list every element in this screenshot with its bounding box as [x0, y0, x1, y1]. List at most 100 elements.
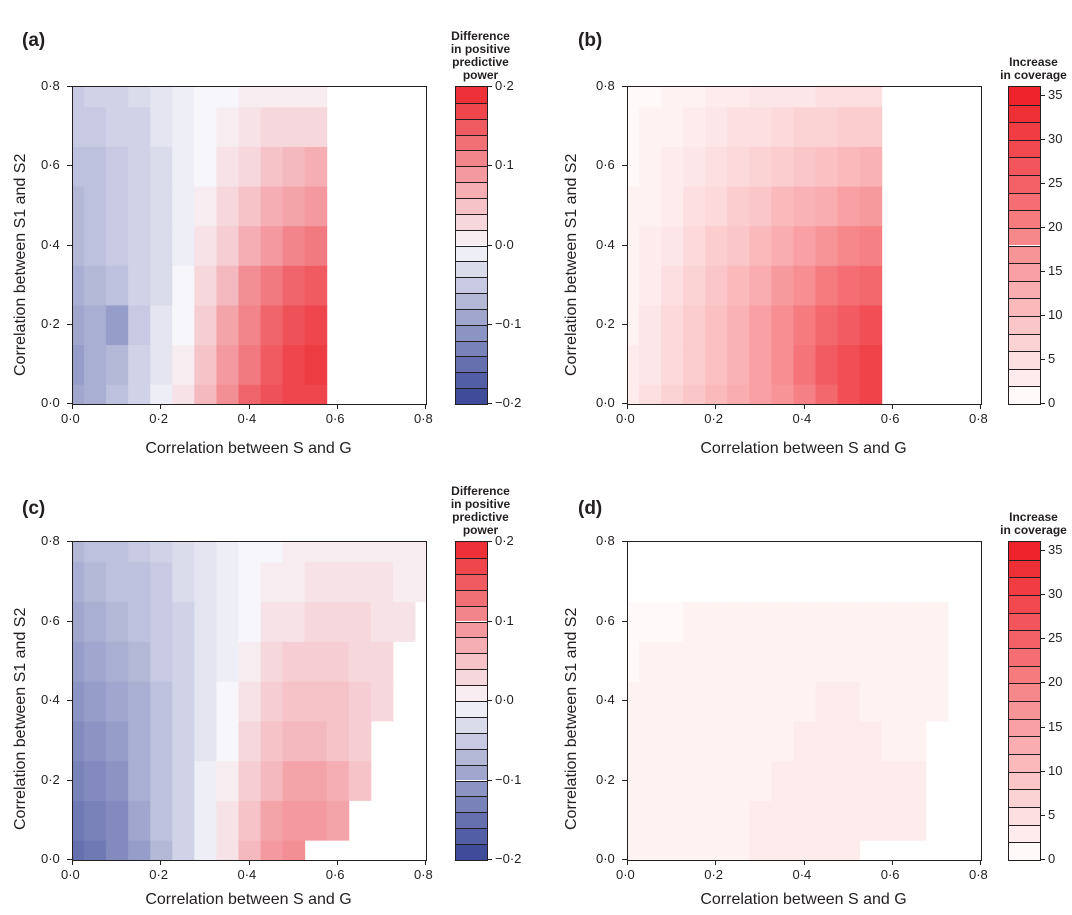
heatmap-cell — [172, 542, 195, 563]
heatmap-cell — [881, 800, 905, 841]
colorbar-title-line: Difference — [451, 29, 510, 43]
heatmap-cell — [903, 681, 927, 722]
heatmap-cell — [282, 106, 306, 147]
colorbar-tick-mark — [487, 244, 492, 246]
heatmap-cell — [128, 87, 151, 108]
heatmap-cell — [150, 304, 173, 346]
heatmap-cell — [749, 542, 772, 563]
heatmap-cell — [128, 561, 151, 603]
heatmap-cell — [683, 561, 706, 603]
heatmap-cell — [771, 641, 794, 682]
heatmap-cell — [683, 800, 706, 841]
heatmap-cell — [793, 641, 817, 682]
heatmap-cell — [639, 542, 662, 563]
plot-area — [627, 541, 982, 861]
heatmap-cell — [639, 561, 662, 603]
y-tick-label: 0·4 — [596, 692, 615, 707]
heatmap-cell — [238, 265, 262, 306]
heatmap-cell — [172, 681, 195, 722]
heatmap-cell — [837, 186, 861, 227]
heatmap-svg — [73, 87, 328, 404]
heatmap-cell — [793, 601, 817, 642]
x-tick-mark — [425, 860, 426, 865]
heatmap-cell — [150, 265, 173, 306]
colorbar-segment — [1009, 351, 1040, 369]
heatmap-cell — [815, 384, 839, 404]
heatmap-cell — [815, 641, 839, 682]
colorbar-segment — [1009, 210, 1040, 228]
y-tick-label: 0·8 — [41, 78, 60, 93]
heatmap-cell — [628, 720, 640, 762]
heatmap-cell — [661, 265, 684, 306]
heatmap-cell — [150, 384, 173, 404]
colorbar-segment — [1009, 754, 1040, 772]
colorbar-tick-label: 0·0 — [495, 692, 514, 707]
heatmap-cell — [727, 106, 750, 147]
colorbar-segment — [1009, 245, 1040, 264]
colorbar-segment — [1009, 157, 1040, 176]
heatmap-cell — [683, 384, 706, 404]
heatmap-cell — [705, 186, 728, 227]
heatmap-cell — [260, 542, 284, 563]
colorbar-tick-label: 35 — [1048, 541, 1063, 557]
colorbar-segment — [456, 372, 487, 389]
heatmap-cell — [628, 800, 640, 841]
heatmap-cell — [106, 87, 129, 108]
heatmap-cell — [628, 87, 640, 108]
heatmap-cell — [859, 681, 883, 722]
heatmap-cell — [628, 304, 640, 346]
heatmap-cell — [172, 720, 195, 762]
heatmap-cell — [837, 344, 861, 385]
heatmap-cell — [84, 601, 107, 642]
heatmap-cell — [194, 542, 217, 563]
heatmap-cell — [661, 344, 684, 385]
heatmap-cell — [749, 225, 772, 266]
colorbar-box — [1008, 86, 1041, 405]
heatmap-cell — [815, 265, 839, 306]
heatmap-cell — [84, 720, 107, 762]
y-tick-label: 0·6 — [41, 612, 60, 628]
x-tick-mark — [627, 404, 628, 409]
heatmap-cell — [837, 641, 861, 682]
colorbar-segment — [456, 308, 487, 325]
heatmap-cell — [73, 304, 85, 346]
colorbar-segment — [1009, 630, 1040, 648]
heatmap-cell — [84, 681, 107, 722]
colorbar-tick-label: 30 — [1048, 586, 1063, 601]
heatmap-cell — [727, 304, 750, 346]
colorbar-segment — [1009, 683, 1040, 701]
heatmap-cell — [128, 800, 151, 841]
heatmap-cell — [238, 186, 262, 227]
heatmap-cell — [683, 681, 706, 722]
y-tick-mark — [67, 403, 72, 404]
heatmap-cell — [304, 225, 328, 266]
heatmap-cell — [73, 186, 85, 227]
plot-area — [72, 86, 427, 405]
heatmap-cell — [639, 225, 662, 266]
heatmap-cell — [326, 641, 350, 682]
heatmap-cell — [683, 87, 706, 108]
y-tick-mark — [67, 620, 72, 622]
heatmap-cell — [793, 106, 817, 147]
colorbar-tick-mark — [1040, 270, 1045, 272]
y-tick-mark — [67, 244, 72, 246]
heatmap-cell — [771, 106, 794, 147]
y-tick-label: 0·6 — [596, 612, 615, 628]
heatmap-cell — [705, 344, 728, 385]
plot-area — [72, 541, 427, 861]
colorbar-segment — [456, 261, 487, 278]
x-tick-mark — [425, 404, 426, 409]
heatmap-cell — [304, 87, 328, 108]
heatmap-cell — [128, 304, 151, 346]
x-axis-label: Correlation between S and G — [145, 891, 352, 908]
heatmap-cell — [727, 146, 750, 187]
heatmap-cell — [661, 720, 684, 762]
heatmap-cell — [260, 186, 284, 227]
colorbar-segment — [1009, 559, 1040, 578]
heatmap-cell — [903, 542, 927, 563]
heatmap-cell — [815, 720, 839, 762]
heatmap-cell — [859, 87, 883, 108]
x-tick-label: 0·6 — [325, 867, 345, 882]
heatmap-cell — [727, 87, 750, 108]
heatmap-cell — [73, 344, 85, 385]
